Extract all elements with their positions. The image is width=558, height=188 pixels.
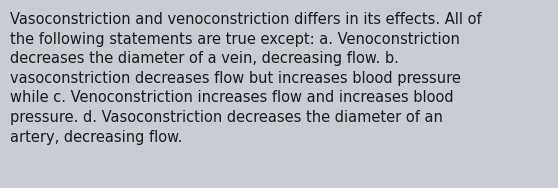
Text: Vasoconstriction and venoconstriction differs in its effects. All of
the followi: Vasoconstriction and venoconstriction di… [10,12,482,145]
